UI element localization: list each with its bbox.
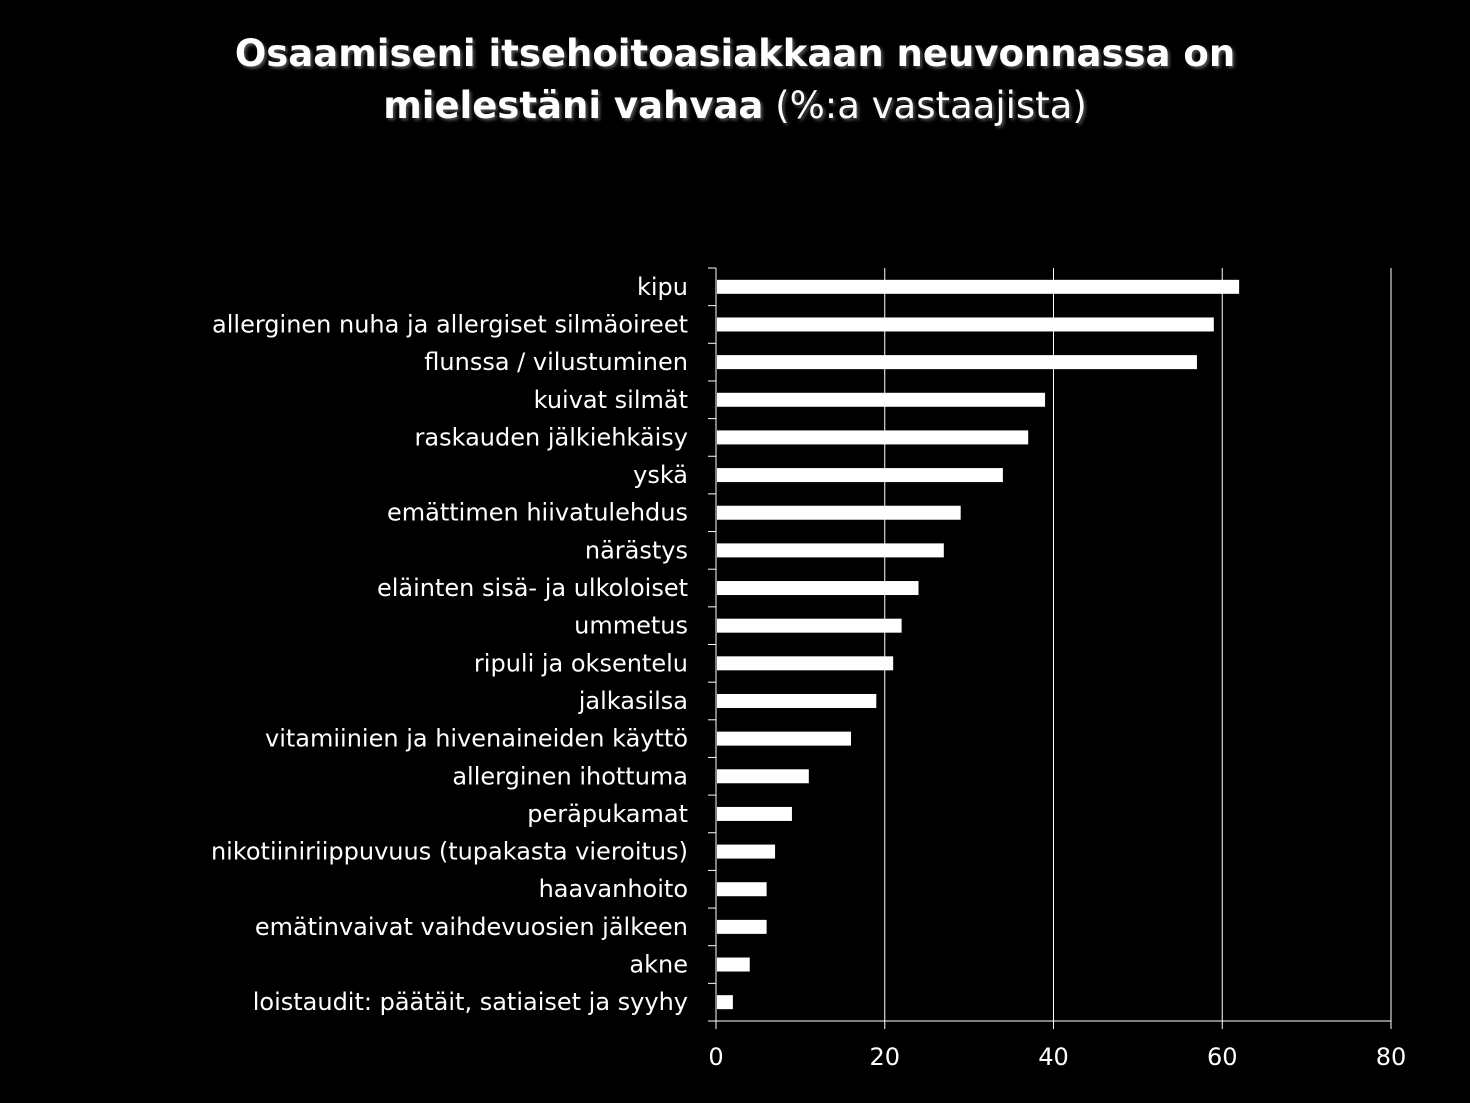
bar-18 [717,919,767,934]
category-label-1: kipu [637,273,688,301]
bars [717,279,1240,1010]
category-label-16: nikotiiniriippuvuus (tupakasta vieroitus… [211,838,688,866]
category-label-10: ummetus [574,612,688,640]
category-label-9: eläinten sisä- ja ulkoloiset [377,574,688,602]
bar-6 [717,468,1003,483]
x-tick-label-0: 0 [708,1043,723,1071]
grid-lines [884,268,1392,1021]
bar-12 [717,693,877,708]
category-labels: kipu allerginen nuha ja allergiset silmäo… [211,273,688,1016]
bar-16 [717,844,776,859]
bar-10 [717,618,902,633]
category-label-8: närästys [585,536,688,564]
bar-3 [717,355,1197,370]
category-label-19: akne [629,951,688,979]
x-tick-label-80: 80 [1376,1043,1407,1071]
category-label-12: jalkasilsa [578,687,688,715]
x-tick-label-40: 40 [1038,1043,1069,1071]
category-label-3: flunssa / vilustuminen [424,348,688,376]
bar-13 [717,731,851,746]
bar-14 [717,769,809,784]
category-label-14: allerginen ihottuma [452,762,688,790]
bar-7 [717,505,961,520]
bar-5 [717,430,1029,445]
bar-8 [717,543,944,558]
chart-title-bold-part: mielestäni vahvaa [383,84,764,127]
chart-title-line1: Osaamiseni itsehoitoasiakkaan neuvonnass… [234,32,1236,75]
x-tick-label-60: 60 [1207,1043,1238,1071]
category-label-2: allerginen nuha ja allergiset silmäoiree… [212,310,688,338]
x-tick-label-20: 20 [869,1043,900,1071]
tick-labels: 0 20 40 60 80 [708,1043,1406,1071]
category-label-15: peräpukamat [527,800,688,828]
bar-2 [717,317,1214,332]
category-label-13: vitamiinien ja hivenaineiden käyttö [265,725,688,753]
bar-11 [717,656,894,671]
bar-15 [717,806,792,821]
bar-20 [717,995,733,1010]
category-label-5: raskauden jälkiehkäisy [415,423,688,451]
category-label-11: ripuli ja oksentelu [474,649,688,677]
category-label-7: emättimen hiivatulehdus [387,499,688,527]
chart-title-normal-part: (%:a vastaajista) [775,84,1087,127]
category-label-18: emätinvaivat vaihdevuosien jälkeen [255,913,688,941]
category-label-6: yskä [633,461,688,489]
category-label-4: kuivat silmät [534,386,688,414]
chart-title: Osaamiseni itsehoitoasiakkaan neuvonnass… [0,28,1470,132]
bar-9 [717,581,919,596]
bar-4 [717,392,1046,407]
chart-title-line2: mielestäni vahvaa (%:a vastaajista) [0,80,1470,132]
category-label-17: haavanhoito [539,875,688,903]
bar-1 [717,279,1240,294]
axes [708,267,1392,1029]
bar-17 [717,882,767,897]
category-label-20: loistaudit: päätäit, satiaiset ja syyhy [253,988,688,1016]
bar-19 [717,957,750,972]
